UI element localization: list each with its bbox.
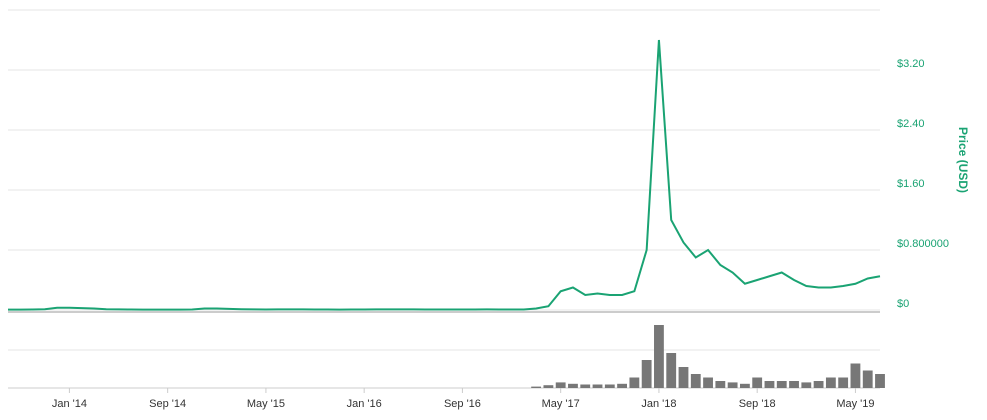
volume-bar [850,363,861,388]
x-tick-label: Jan '14 [52,398,87,410]
volume-bar [678,367,689,388]
volume-bar [801,382,812,388]
volume-bar [838,377,849,388]
x-tick-label: May '19 [836,398,874,410]
y-tick-label: $2.40 [897,118,925,130]
volume-bar [862,370,873,388]
volume-bar [580,384,591,388]
volume-bar [825,377,836,388]
volume-bar [555,382,566,388]
y-tick-label: $3.20 [897,58,925,70]
x-tick-label: Sep '18 [739,398,776,410]
volume-bar [703,377,713,388]
y-axis-label: Price (USD) [956,127,970,193]
volume-bar [543,385,554,388]
x-tick-label: Jan '18 [641,398,676,410]
volume-bar [568,383,578,388]
volume-bar [727,382,738,388]
volume-bar [690,374,701,388]
y-tick-label: $0.800000 [897,238,949,250]
volume-bar [776,381,787,388]
x-tick-label: Sep '14 [149,398,186,410]
volume-bar [654,325,664,388]
volume-bar [752,377,763,388]
volume-bar [666,353,677,388]
x-tick-label: Sep '16 [444,398,481,410]
volume-bar [531,386,542,388]
x-tick-label: May '17 [542,398,580,410]
volume-bar [641,360,652,388]
volume-bar [629,377,640,388]
x-tick-label: Jan '16 [347,398,382,410]
volume-bar [617,383,627,388]
y-tick-label: $1.60 [897,178,925,190]
volume-bar [739,383,750,388]
volume-bar [604,384,615,388]
volume-bar [875,374,885,388]
price-line [8,39,881,311]
volume-bar [764,381,775,388]
volume-bar [715,381,726,388]
volume-bar [592,384,603,388]
volume-bar [789,381,799,388]
y-tick-label: $0 [897,298,909,310]
x-tick-label: May '15 [247,398,285,410]
volume-bar [813,381,824,388]
